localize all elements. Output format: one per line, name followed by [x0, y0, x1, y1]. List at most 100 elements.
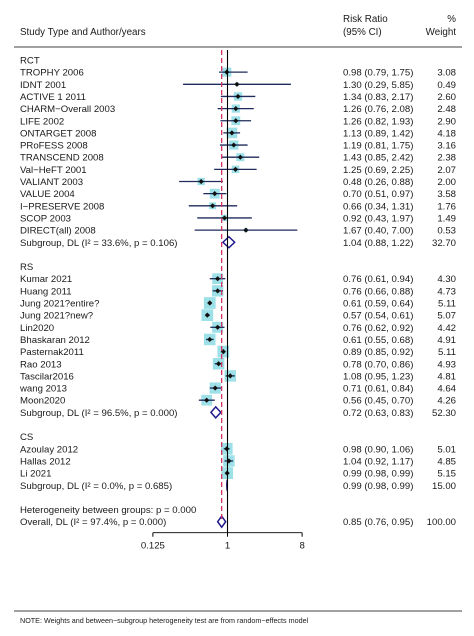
study-label: Jung 2021?new?: [20, 311, 93, 322]
study-weight-text: 0.49: [437, 80, 456, 91]
study-ci-text: 1.19 (0.81, 1.75): [343, 141, 413, 152]
study-ci-text: 0.78 (0.70, 0.86): [343, 359, 413, 370]
axis-tick-label: 0.125: [141, 541, 165, 552]
study-ci-text: 0.99 (0.98, 0.99): [343, 469, 413, 480]
axis-tick-label: 8: [299, 541, 304, 552]
point-estimate: [212, 191, 218, 197]
study-weight-text: 5.07: [437, 311, 456, 322]
study-ci-text: 1.67 (0.40, 7.00): [343, 226, 413, 237]
point-estimate: [233, 118, 239, 124]
study-weight-text: 2.07: [437, 165, 456, 176]
study-weight-text: 5.15: [437, 469, 456, 480]
study-ci-text: 0.76 (0.66, 0.88): [343, 286, 413, 297]
heterogeneity-text: Heterogeneity between groups: p = 0.000: [20, 505, 196, 516]
subgroup-ci-text: 0.72 (0.63, 0.83): [343, 408, 413, 419]
study-label: CHARM−Overall 2003: [20, 104, 115, 115]
study-weight-text: 3.08: [437, 68, 456, 79]
study-weight-text: 2.48: [437, 104, 456, 115]
study-weight-text: 2.38: [437, 153, 456, 164]
study-weight-text: 0.53: [437, 226, 456, 237]
x-axis: 0.125 1 8: [141, 532, 305, 552]
study-ci-text: 1.43 (0.85, 2.42): [343, 153, 413, 164]
point-estimate: [207, 300, 213, 306]
study-label: LIFE 2002: [20, 116, 64, 127]
group-label: RCT: [20, 56, 40, 67]
study-ci-text: 0.76 (0.61, 0.94): [343, 274, 413, 285]
point-estimate: [215, 276, 221, 282]
study-label: Hallas 2012: [20, 456, 71, 467]
study-ci-text: 0.89 (0.85, 0.92): [343, 347, 413, 358]
study-ci-text: 1.26 (0.82, 1.93): [343, 116, 413, 127]
study-label: Azoulay 2012: [20, 444, 78, 455]
study-weight-text: 2.90: [437, 116, 456, 127]
study-weight-text: 4.42: [437, 323, 456, 334]
point-estimate: [215, 288, 221, 294]
subgroup-weight-text: 15.00: [432, 481, 456, 492]
study-ci-text: 0.92 (0.43, 1.97): [343, 213, 413, 224]
study-weight-text: 4.91: [437, 335, 456, 346]
study-ci-text: 0.66 (0.34, 1.31): [343, 201, 413, 212]
subgroup-label: Subgroup, DL (I² = 96.5%, p = 0.000): [20, 408, 178, 419]
point-estimate: [233, 106, 239, 112]
overall-ci-text: 0.85 (0.76, 0.95): [343, 517, 413, 528]
point-estimate: [235, 93, 241, 100]
study-column-header: Study Type and Author/years: [20, 27, 146, 38]
study-ci-text: 0.61 (0.55, 0.68): [343, 335, 413, 346]
point-estimate: [227, 373, 233, 379]
study-ci-text: 1.08 (0.95, 1.23): [343, 371, 413, 382]
subgroup-diamond: [209, 405, 222, 419]
percent-header: %: [447, 14, 456, 25]
subgroup-weight-text: 32.70: [432, 238, 456, 249]
study-label: I−PRESERVE 2008: [20, 201, 104, 212]
subgroup-label: Subgroup, DL (I² = 33.6%, p = 0.106): [20, 238, 178, 249]
study-label: PRoFESS 2008: [20, 141, 88, 152]
point-estimate: [243, 227, 249, 233]
study-weight-text: 1.76: [437, 201, 456, 212]
study-label: IDNT 2001: [20, 80, 66, 91]
study-label: VALIANT 2003: [20, 177, 83, 188]
study-label: VALUE 2004: [20, 189, 75, 200]
group-label: CS: [20, 432, 33, 443]
study-label: Tascilar2016: [20, 371, 74, 382]
study-ci-text: 0.76 (0.62, 0.92): [343, 323, 413, 334]
study-weight-text: 4.64: [437, 384, 456, 395]
study-weight-text: 3.58: [437, 189, 456, 200]
point-estimate: [209, 203, 216, 209]
study-weight-text: 4.81: [437, 371, 456, 382]
study-weight-text: 5.11: [438, 347, 456, 358]
point-estimate: [215, 361, 222, 367]
study-weight-text: 4.93: [437, 359, 456, 370]
study-ci-text: 1.26 (0.76, 2.08): [343, 104, 413, 115]
point-estimate: [204, 397, 210, 403]
study-weight-text: 5.01: [437, 444, 456, 455]
study-weight-text: 1.49: [437, 213, 456, 224]
study-weight-text: 4.18: [437, 128, 456, 139]
subgroup-label: Subgroup, DL (I² = 0.0%, p = 0.685): [20, 481, 172, 492]
study-weight-text: 3.16: [437, 141, 456, 152]
study-label: Lin2020: [20, 323, 54, 334]
risk-ratio-header: Risk Ratio: [343, 14, 388, 25]
point-estimate: [232, 166, 239, 172]
study-ci-text: 0.70 (0.51, 0.97): [343, 189, 413, 200]
study-ci-text: 1.34 (0.83, 2.17): [343, 92, 413, 103]
study-label: ONTARGET 2008: [20, 128, 96, 139]
point-estimate: [215, 324, 221, 330]
subgroup-ci-text: 1.04 (0.88, 1.22): [343, 238, 413, 249]
study-label: DIRECT(all) 2008: [20, 226, 96, 237]
footnote: NOTE: Weights and between−subgroup heter…: [20, 616, 309, 625]
study-label: TRANSCEND 2008: [20, 153, 104, 164]
point-estimate: [231, 142, 237, 148]
point-estimate: [229, 130, 235, 136]
study-label: Val−HeFT 2001: [20, 165, 87, 176]
study-weight-text: 4.73: [437, 286, 456, 297]
study-ci-text: 1.25 (0.69, 2.25): [343, 165, 413, 176]
point-estimate: [220, 349, 226, 355]
study-weight-text: 4.85: [437, 456, 456, 467]
study-label: ACTIVE 1 2011: [20, 92, 86, 103]
group-label: RS: [20, 262, 33, 273]
study-ci-text: 1.13 (0.89, 1.42): [343, 128, 413, 139]
study-ci-text: 0.56 (0.45, 0.70): [343, 396, 413, 407]
study-label: Pasternak2011: [20, 347, 84, 358]
study-label: Rao 2013: [20, 359, 62, 370]
